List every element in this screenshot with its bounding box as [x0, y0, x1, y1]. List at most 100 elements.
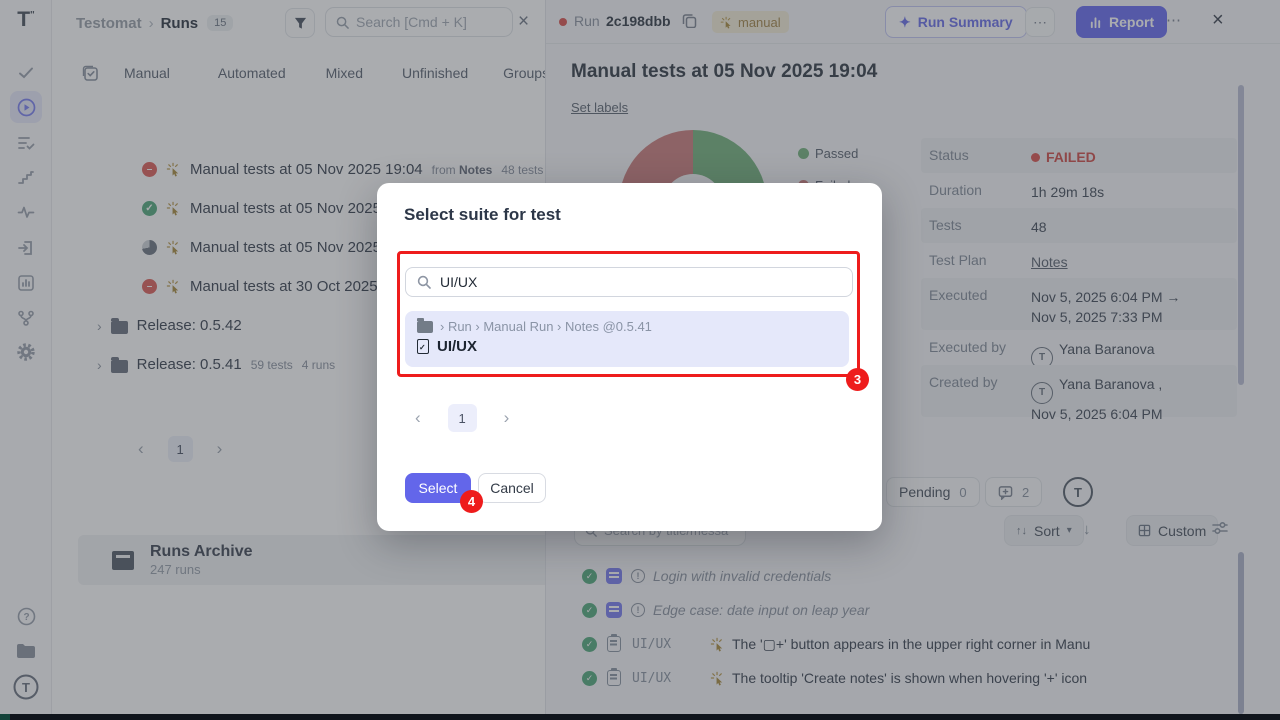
funnel-icon [294, 17, 306, 29]
svg-text:T: T [22, 680, 30, 695]
next-page-icon[interactable]: › [216, 439, 223, 458]
branch-icon[interactable] [10, 302, 42, 334]
help-icon[interactable]: ? [10, 600, 42, 632]
report-button[interactable]: Report [1076, 6, 1168, 38]
set-labels-link[interactable]: Set labels [571, 100, 629, 115]
stat-row-created-by: Created by TYana Baranova , Nov 5, 2025 6… [921, 365, 1237, 422]
prev-page-icon[interactable]: ‹ [415, 408, 421, 427]
tests-scrollbar[interactable] [1238, 552, 1244, 714]
gear-icon[interactable] [10, 336, 42, 368]
failed-status-icon: – [142, 279, 157, 294]
tab-manual[interactable]: Manual [124, 65, 170, 81]
sort-direction-icon[interactable]: ↓ [1083, 521, 1091, 538]
close-detail-icon[interactable]: × [1212, 9, 1224, 31]
run-title: Manual tests at 05 Nov 2025 17:55 [190, 200, 423, 217]
passed-check-icon: ✓ [582, 602, 597, 618]
run-tests-count: 48 tests [501, 162, 544, 177]
sliders-icon[interactable] [1211, 519, 1229, 537]
assignee-avatar[interactable]: T [1063, 477, 1093, 507]
passed-status-icon: ✓ [142, 201, 157, 216]
test-row[interactable]: ✓ UI/UX The tooltip 'Create notes' is sh… [546, 663, 1246, 693]
tab-automated[interactable]: Automated [217, 65, 286, 81]
suite-search-input[interactable]: UI/UX [405, 267, 853, 297]
stairs-icon[interactable] [10, 162, 42, 194]
archive-icon [112, 550, 134, 570]
select-all-icon[interactable] [82, 65, 99, 82]
projects-folder-icon[interactable] [10, 635, 42, 667]
sort-button[interactable]: ↑↓ Sort ▾ [1004, 515, 1084, 546]
panel-scrollbar[interactable] [1238, 85, 1244, 385]
run-summary-button[interactable]: ✦ Run Summary [885, 6, 1027, 38]
test-suite-tag: UI/UX [632, 636, 672, 652]
run-title: Manual tests at 05 Nov 2025 08:23 [190, 239, 423, 256]
pending-filter-pill[interactable]: Pending 0 [886, 477, 980, 507]
test-row[interactable]: ✓ UI/UX The '▢+' button appears in the u… [546, 629, 1246, 659]
release-tests-count: 59 tests [250, 357, 293, 372]
cancel-button[interactable]: Cancel [478, 473, 546, 503]
current-page-button[interactable]: 1 [167, 436, 193, 462]
analytics-icon[interactable] [10, 267, 42, 299]
manual-click-icon [166, 279, 181, 294]
pending-count: 0 [959, 484, 967, 500]
sign-in-icon[interactable] [10, 232, 42, 264]
copy-icon[interactable] [682, 13, 697, 28]
release-folder-row[interactable]: › Release: 0.5.42 [97, 312, 242, 339]
breadcrumb-app[interactable]: Testomat [76, 14, 142, 32]
failed-status-icon: – [142, 162, 157, 177]
test-row[interactable]: ✓ ! Login with invalid credentials [546, 561, 1246, 591]
prev-page-icon[interactable]: ‹ [138, 439, 144, 458]
runs-pagination: ‹ 1 › [138, 436, 222, 462]
account-avatar[interactable]: T [10, 671, 42, 703]
note-icon [606, 602, 622, 618]
archive-title: Runs Archive [150, 543, 253, 560]
more-actions-button[interactable]: ⋯ [1025, 7, 1055, 37]
next-page-icon[interactable]: › [503, 408, 510, 427]
runs-count-badge: 15 [207, 15, 234, 31]
search-icon [336, 16, 349, 29]
chevron-down-icon: ▾ [1066, 525, 1072, 536]
tab-unfinished[interactable]: Unfinished [402, 65, 469, 81]
test-plan-link[interactable]: Notes [1031, 254, 1068, 270]
run-title: Manual tests at 30 Oct 2025 09:48 [190, 278, 420, 295]
release-folder-row[interactable]: › Release: 0.5.41 59 tests 4 runs [97, 351, 335, 378]
more-options-button[interactable]: ⋯ [1166, 12, 1181, 29]
run-list-item[interactable]: – Manual tests at 05 Nov 2025 19:04 from… [142, 156, 543, 183]
chevron-right-icon[interactable]: › [97, 356, 102, 373]
check-icon[interactable] [10, 57, 42, 89]
app-logo[interactable]: T" [17, 8, 35, 31]
search-placeholder: Search [Cmd + K] [356, 14, 467, 30]
runs-archive-row[interactable]: Runs Archive 247 runs [78, 535, 545, 585]
run-filter-tabs: Manual Automated Mixed Unfinished Groups… [82, 60, 545, 86]
filter-button[interactable] [285, 8, 315, 38]
comments-pill[interactable]: 2 [985, 477, 1043, 507]
current-page-button[interactable]: 1 [447, 404, 477, 432]
tab-mixed[interactable]: Mixed [325, 65, 363, 81]
status-dot-icon [1031, 152, 1040, 162]
run-detail-header: Run 2c198dbb manual ✦ Run Summary ⋯ Repo… [546, 0, 1280, 44]
in-progress-status-icon [142, 240, 157, 255]
run-list-icon[interactable] [10, 127, 42, 159]
breadcrumb-section[interactable]: Runs [160, 14, 199, 32]
search-input[interactable]: Search [Cmd + K] [325, 7, 513, 37]
chevron-right-icon: › [148, 14, 154, 32]
suite-search-value: UI/UX [440, 274, 478, 290]
failed-dot-icon [559, 18, 567, 26]
suite-result-item[interactable]: › Run › Manual Run › Notes @0.5.41 UI/UX [405, 311, 849, 367]
grid-icon [1138, 524, 1151, 537]
test-row[interactable]: ✓ ! Edge case: date input on leap year [546, 595, 1246, 625]
test-title: Login with invalid credentials [653, 568, 832, 584]
run-list-item[interactable]: – Manual tests at 30 Oct 2025 09:48 [142, 273, 419, 300]
comments-count: 2 [1022, 484, 1030, 500]
tab-groups[interactable]: Groups [503, 65, 545, 81]
close-panel-icon[interactable]: × [518, 11, 530, 32]
custom-columns-button[interactable]: Custom [1126, 515, 1219, 546]
chevron-right-icon[interactable]: › [97, 317, 102, 334]
comment-plus-icon [998, 485, 1013, 500]
run-detail-title: Manual tests at 05 Nov 2025 19:04 [571, 61, 878, 82]
folder-icon [110, 356, 128, 373]
annotation-rectangle [397, 251, 860, 377]
pulse-icon[interactable] [10, 196, 42, 228]
manual-click-icon [166, 162, 181, 177]
play-circle-icon[interactable] [10, 91, 42, 123]
